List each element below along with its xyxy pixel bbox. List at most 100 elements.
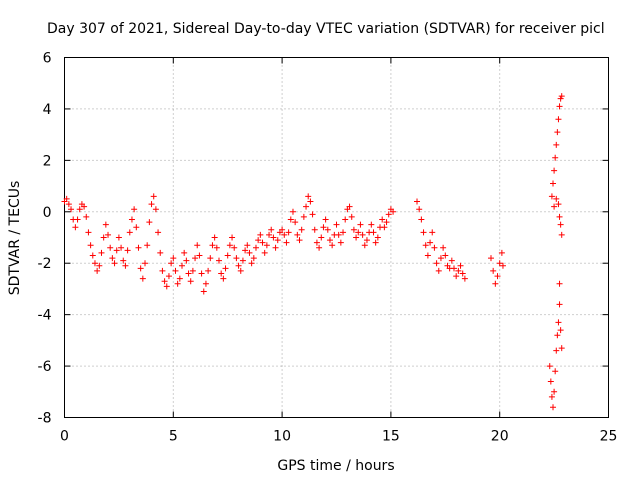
data-point	[213, 244, 220, 251]
data-point	[150, 193, 157, 200]
data-point	[174, 280, 181, 287]
data-point	[553, 195, 560, 202]
data-point	[431, 244, 438, 251]
data-point	[298, 226, 305, 233]
data-point	[552, 154, 559, 161]
data-point	[333, 221, 340, 228]
data-point	[159, 267, 166, 274]
data-point	[555, 116, 562, 123]
data-point	[279, 226, 286, 233]
data-point	[207, 255, 214, 262]
data-point	[554, 129, 561, 136]
data-point	[263, 242, 270, 249]
y-tick-label: 4	[43, 102, 52, 118]
data-point	[128, 216, 135, 223]
data-point	[198, 270, 205, 277]
data-point	[547, 378, 554, 385]
data-point	[76, 206, 83, 213]
data-point	[296, 237, 303, 244]
data-point	[274, 237, 281, 244]
data-point	[363, 237, 370, 244]
data-point	[165, 273, 172, 280]
data-point	[385, 211, 392, 218]
data-point	[122, 262, 129, 269]
data-point	[283, 239, 290, 246]
data-point	[105, 231, 112, 238]
data-point	[115, 234, 122, 241]
data-point	[427, 239, 434, 246]
y-tick-label: -8	[38, 411, 52, 427]
data-point	[176, 275, 183, 282]
data-point	[63, 195, 70, 202]
data-point	[494, 273, 501, 280]
data-point	[209, 242, 216, 249]
data-point	[137, 265, 144, 272]
data-point	[313, 239, 320, 246]
data-point	[250, 255, 257, 262]
data-point	[551, 388, 558, 395]
data-point	[261, 249, 268, 256]
data-point	[305, 193, 312, 200]
grid	[64, 57, 609, 418]
data-point	[100, 234, 107, 241]
data-point	[311, 226, 318, 233]
data-point	[348, 213, 355, 220]
data-point	[194, 242, 201, 249]
plot-frame	[64, 57, 609, 418]
data-point	[551, 167, 558, 174]
data-point	[329, 242, 336, 249]
data-point	[87, 242, 94, 249]
data-point	[244, 242, 251, 249]
data-point	[233, 255, 240, 262]
data-point	[91, 260, 98, 267]
data-point	[442, 252, 449, 259]
data-point	[374, 234, 381, 241]
data-point	[196, 252, 203, 259]
data-point	[85, 229, 92, 236]
data-point	[552, 368, 559, 375]
data-point	[316, 244, 323, 251]
data-point	[118, 244, 125, 251]
x-tick-label: 25	[600, 429, 618, 445]
data-point	[368, 221, 375, 228]
data-point	[457, 262, 464, 269]
data-point	[335, 231, 342, 238]
data-point	[435, 267, 442, 274]
data-point	[433, 260, 440, 267]
data-point	[268, 226, 275, 233]
data-point	[102, 221, 109, 228]
data-point	[168, 260, 175, 267]
data-point	[237, 267, 244, 274]
data-point	[172, 267, 179, 274]
data-point	[496, 260, 503, 267]
y-tick-label: -4	[38, 308, 52, 324]
data-point	[553, 141, 560, 148]
data-point	[111, 260, 118, 267]
data-point	[557, 95, 564, 102]
data-point	[287, 216, 294, 223]
data-point	[181, 249, 188, 256]
data-point	[300, 213, 307, 220]
y-tick-label: 0	[43, 205, 52, 221]
data-point	[303, 203, 310, 210]
x-tick-label: 15	[382, 429, 400, 445]
data-point	[309, 211, 316, 218]
data-point	[340, 229, 347, 236]
data-point	[451, 265, 458, 272]
data-point	[557, 221, 564, 228]
data-series	[61, 93, 565, 411]
data-point	[148, 201, 155, 208]
data-point	[192, 255, 199, 262]
data-point	[556, 280, 563, 287]
data-point	[555, 201, 562, 208]
data-point	[414, 198, 421, 205]
data-point	[550, 404, 557, 411]
data-point	[239, 257, 246, 264]
data-point	[556, 301, 563, 308]
data-point	[459, 270, 466, 277]
data-point	[248, 260, 255, 267]
data-point	[120, 257, 127, 264]
data-point	[557, 327, 564, 334]
data-point	[81, 203, 88, 210]
data-point	[353, 234, 360, 241]
